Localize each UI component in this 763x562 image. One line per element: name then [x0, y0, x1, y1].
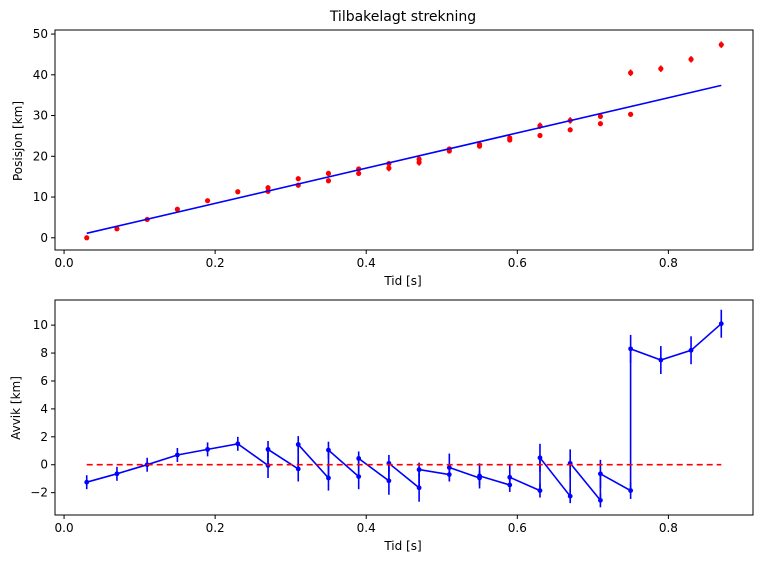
data-point: [416, 485, 422, 491]
data-point: [205, 446, 210, 452]
data-point: [356, 456, 362, 461]
x-tick-label: 0.0: [55, 256, 74, 270]
data-point: [325, 170, 332, 177]
data-point: [295, 442, 301, 447]
position-plot-marks: [84, 41, 724, 241]
data-point: [386, 478, 392, 484]
data-point: [477, 473, 482, 479]
data-point: [567, 493, 573, 499]
data-point: [597, 121, 604, 127]
data-point: [265, 446, 271, 452]
data-point: [718, 42, 724, 48]
data-point: [84, 235, 90, 241]
x-tick-label: 0.2: [206, 521, 225, 535]
data-point: [597, 113, 604, 119]
y-tick-label: 2: [40, 430, 48, 444]
data-point: [204, 198, 211, 204]
x-tick-label: 0.6: [508, 256, 527, 270]
position-plot: Tilbakelagt strekning 0.0 0.2 0.4 0.6 0.8 0 1…: [11, 9, 754, 288]
y-tick-label: 40: [33, 68, 48, 82]
data-point: [476, 141, 483, 148]
data-point: [326, 447, 331, 453]
data-point: [537, 488, 543, 493]
y-tick-label: 6: [40, 374, 48, 388]
y-tick-label: 0: [40, 458, 48, 472]
data-point: [356, 170, 362, 177]
y-tick-label: 20: [33, 149, 48, 163]
data-point: [416, 467, 422, 473]
data-point: [235, 189, 241, 195]
data-point: [174, 452, 180, 458]
axes-frame: [54, 299, 754, 516]
x-tick-label: 0.8: [659, 521, 678, 535]
x-axis-label: Tid [s]: [383, 539, 421, 553]
data-point: [84, 479, 90, 485]
y-tick-label: 8: [40, 346, 48, 360]
y-tick-label: 10: [33, 318, 48, 332]
x-tick-label: 0.6: [508, 521, 527, 535]
y-tick-label: 30: [33, 109, 48, 123]
x-axis-label: Tid [s]: [383, 274, 421, 288]
data-point: [598, 471, 603, 477]
x-tick-label: 0.4: [357, 521, 376, 535]
x-tick-label: 0.8: [659, 256, 678, 270]
data-point: [628, 111, 634, 117]
chart-title: Tilbakelagt strekning: [329, 9, 476, 25]
data-point: [386, 165, 392, 171]
data-point: [628, 70, 634, 76]
y-tick-label: −2: [30, 486, 48, 500]
data-point: [598, 497, 603, 503]
data-point: [658, 357, 664, 363]
data-point: [235, 441, 241, 447]
data-point: [416, 156, 422, 162]
data-point: [628, 488, 634, 493]
data-point: [295, 176, 301, 182]
x-axis-ticks: 0.0 0.2 0.4 0.6 0.8: [55, 250, 678, 270]
data-point: [356, 474, 362, 480]
x-tick-label: 0.4: [357, 256, 376, 270]
data-point: [537, 455, 543, 461]
data-point: [326, 475, 331, 481]
data-point: [446, 465, 452, 470]
series-line: [86, 323, 722, 503]
y-tick-label: 0: [40, 231, 48, 245]
data-point: [567, 127, 573, 133]
data-point: [537, 132, 543, 139]
y-axis-ticks: −2 0 2 4 6 8 10: [30, 318, 55, 500]
data-point: [718, 321, 724, 327]
y-axis-ticks: 0 10 20 30 40 50: [33, 27, 55, 245]
y-tick-label: 10: [33, 190, 48, 204]
data-point: [628, 346, 634, 352]
fit-line: [86, 84, 722, 235]
x-tick-label: 0.2: [206, 256, 225, 270]
data-point: [325, 178, 332, 184]
data-point: [507, 474, 513, 480]
y-axis-label: Posisjon [km]: [11, 101, 25, 181]
data-point: [688, 347, 694, 353]
data-point: [174, 206, 180, 212]
x-axis-ticks: 0.0 0.2 0.4 0.6 0.8: [55, 515, 678, 535]
data-point: [658, 66, 664, 72]
y-axis-label: Avvik [km]: [9, 376, 23, 440]
data-point: [114, 471, 120, 477]
deviation-plot-marks: [84, 309, 724, 508]
x-tick-label: 0.0: [55, 521, 74, 535]
data-point: [114, 226, 120, 232]
deviation-plot: 0.0 0.2 0.4 0.6 0.8 −2 0 2 4 6 8 10 Tid [s] Avvik …: [9, 299, 754, 553]
y-tick-label: 4: [40, 402, 48, 416]
axes-frame: [54, 29, 754, 251]
data-point: [265, 185, 271, 191]
y-tick-label: 50: [33, 27, 48, 41]
data-point: [295, 466, 301, 472]
data-point: [688, 56, 694, 62]
data-point: [507, 135, 513, 141]
